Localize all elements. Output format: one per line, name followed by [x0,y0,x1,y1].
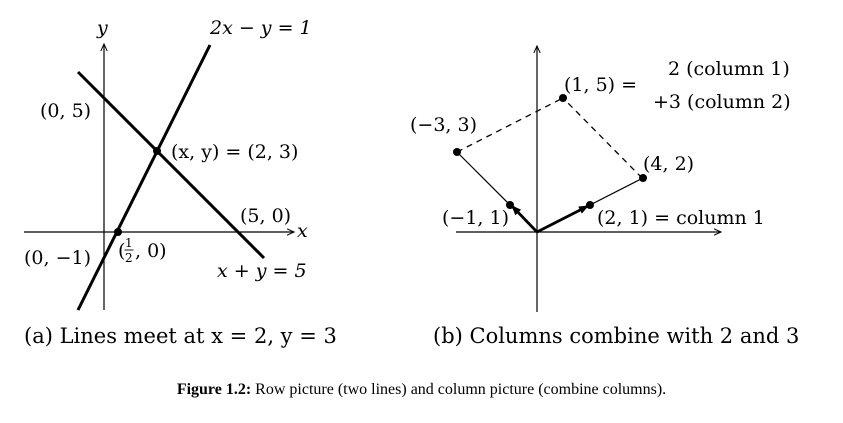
line1-label: 2x − y = 1 [209,17,312,39]
panel-a-caption: (a) Lines meet at x = 2, y = 3 [24,324,337,348]
line-x-plus-y-eq-5 [76,70,266,260]
dashed-line-4-2-to-1-5 [565,100,643,179]
figure-caption: Figure 1.2: Row picture (two lines) and … [0,381,843,399]
point-5-0-label: (5, 0) [240,205,291,227]
x-axis-label: x [297,220,308,242]
fraction-numerator: 1 [125,236,133,250]
point-m3-3-label: (−3, 3) [410,114,477,136]
panel-b-caption: (b) Columns combine with 2 and 3 [433,324,799,348]
point-m1-1-label: (−1, 1) [442,207,509,229]
figure-caption-label: Figure 1.2: [176,381,252,398]
svg-text:(: ( [118,240,125,262]
point-2-1-label: (2, 1) = column 1 [597,207,765,229]
line-2x-minus-y-eq-1 [76,44,212,311]
point-1-5-label: (1, 5) = [564,74,637,96]
point-half-0-label: ( 1 2 , 0) [118,236,167,265]
point-m1-1 [506,201,514,209]
dashed-line-m3-3-to-1-5 [456,98,562,153]
point-1-5 [559,94,567,102]
point-2-1 [586,201,594,209]
panel-b-column-picture: (−3, 3) (1, 5) = 2 (column 1) +3 (column… [410,46,799,348]
point-m3-3 [453,148,461,156]
line2-label: x + y = 5 [217,260,307,282]
point-4-2-label: (4, 2) [643,153,694,175]
y-axis-label: y [96,17,108,39]
combination-line-2: +3 (column 2) [653,91,791,113]
svg-text:, 0): , 0) [135,240,167,262]
intersection-point [153,147,161,155]
intersection-label: (x, y) = (2, 3) [171,141,298,163]
figure-caption-text: Row picture (two lines) and column pictu… [251,381,667,398]
point-4-2 [639,174,647,182]
vector-column-2 [510,205,539,233]
panel-a-row-picture: y x 2x − y = 1 x + y = 5 (0, 5) (x, y) =… [24,17,337,348]
point-0-5-label: (0, 5) [40,100,91,122]
vector-column-1 [536,204,589,234]
point-0-minus1-label: (0, −1) [24,247,91,269]
fraction-denominator: 2 [125,251,133,265]
x-intercept-point [114,228,122,236]
combination-line-1: 2 (column 1) [668,58,790,80]
